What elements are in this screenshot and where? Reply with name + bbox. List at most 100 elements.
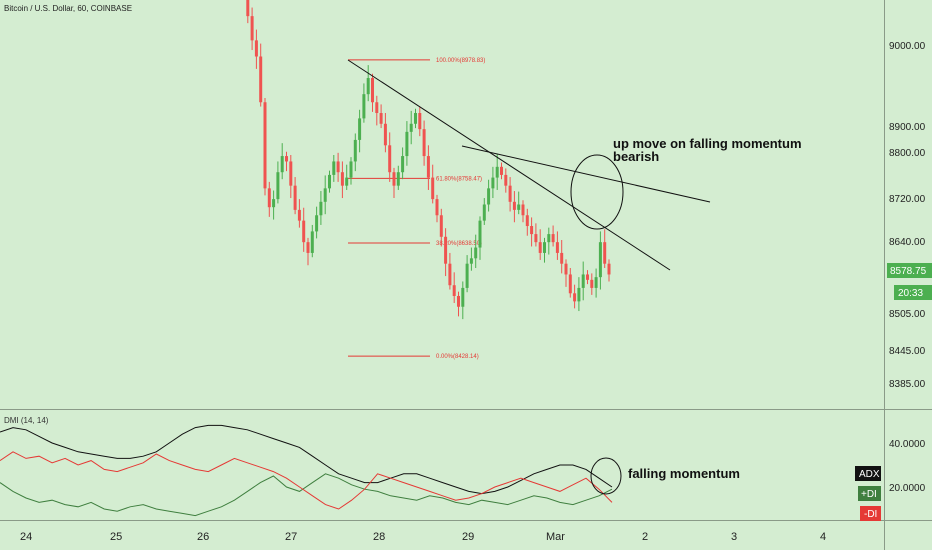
candle-body [560,252,564,264]
candle-body [383,123,387,146]
fib-level-label: 100.00%(8978.83) [436,58,485,64]
candle-body [594,277,598,288]
candle-body [405,131,409,157]
symbol-title: Bitcoin / U.S. Dollar, 60, COINBASE [4,4,133,13]
candle-body [259,56,263,103]
candle-body [568,274,572,294]
legend-adx: ADX [859,469,880,480]
candle-body [457,295,460,307]
candle-body [302,220,306,243]
candle-body [409,123,413,132]
candle-body [543,242,546,253]
candle-body [293,185,297,210]
time-tick-label: 26 [197,531,209,543]
candle-body [315,215,319,232]
candle-body [500,166,503,175]
price-tick-label: 8505.00 [889,309,926,320]
candle-body [590,279,594,288]
dmi-indicator-label[interactable]: DMI (14, 14) [4,416,49,425]
fib-level-label: 38.20%(8638.50) [436,241,482,247]
trendline-upper[interactable] [347,59,671,271]
candle-body [469,258,473,264]
candle-body [487,188,491,205]
candle-body [491,177,495,189]
candle-body [534,234,538,243]
price-annotation-line2: bearish [613,149,659,164]
candle-body [362,94,366,119]
candle-body [396,172,400,186]
highlight-ellipse-dmi[interactable] [590,457,622,495]
candle-body [379,113,383,124]
fibonacci-retracement[interactable]: 100.00%(8978.83) 61.80%(8758.47) 38.20%(86… [348,58,485,360]
candle-body [345,177,349,186]
candle-body [551,234,555,243]
candle-body [272,199,276,208]
candle-body [525,215,529,227]
time-tick-label: 3 [731,531,737,543]
candle-body [435,199,439,216]
candle-body [328,174,331,189]
candle-body [401,156,405,173]
candle-body [336,161,340,173]
candle-body [461,287,465,307]
candle-body [422,129,426,157]
candle-body [250,16,254,41]
candle-body [439,215,443,237]
price-tick-label: 9000.00 [889,41,926,52]
candle-body [319,201,323,216]
price-tick-label: 8800.00 [889,148,926,159]
price-tick-label: 8385.00 [889,379,926,390]
candle-body [444,236,448,264]
time-tick-label: 2 [642,531,648,543]
current-price-badge: 8578.75 20:33 [887,263,932,300]
trendline-lower[interactable] [461,145,711,203]
candle-body [577,287,581,302]
candle-body [547,234,551,243]
price-axis[interactable]: 9000.00 8900.00 8800.00 8720.00 8640.00 8505.… [889,41,926,390]
price-annotation-line1: up move on falling momentum [613,136,802,151]
dmi-tick-label: 40.0000 [889,439,926,450]
candle-body [538,242,542,253]
candle-body [426,156,430,178]
candle-body [431,177,435,200]
dmi-axis[interactable]: 40.0000 20.0000 [889,439,926,494]
dmi-tick-label: 20.0000 [889,483,926,494]
candle-body [358,118,362,140]
candle-body [564,263,568,275]
time-tick-label: 27 [285,531,297,543]
fib-level-label: 61.80%(8758.47) [436,176,482,182]
candle-body [254,40,258,57]
candle-body [340,172,344,186]
candle-body [521,204,525,216]
price-tick-label: 8720.00 [889,194,926,205]
candle-body [517,204,521,210]
candle-body [482,204,486,221]
candle-body [280,156,284,173]
fib-level-label: 0.00%(8428.14) [436,354,479,360]
candle-body [263,102,267,189]
candle-body [586,274,589,280]
candle-body [289,161,293,186]
candle-body [267,188,271,208]
time-tick-label: 29 [462,531,474,543]
price-tick-label: 8900.00 [889,122,926,133]
candle-body [285,156,288,162]
dmi-series-plusdi [0,473,613,517]
candle-body [452,285,456,296]
candle-body [573,293,577,302]
dmi-series-adx [0,424,613,495]
candle-body [418,113,422,130]
candle-body [332,161,336,175]
highlight-ellipse-price[interactable] [570,154,624,230]
candle-body [310,231,314,253]
dmi-annotation: falling momentum [628,466,740,481]
time-tick-label: 24 [20,531,32,543]
time-axis[interactable]: 24 25 26 27 28 29 Mar 2 3 4 [20,531,826,543]
candle-body [465,263,469,288]
price-tick-label: 8445.00 [889,346,926,357]
legend-plus-di: +DI [861,489,877,500]
time-tick-label: 28 [373,531,385,543]
current-price-value: 8578.75 [890,266,927,277]
candle-body [375,102,379,114]
